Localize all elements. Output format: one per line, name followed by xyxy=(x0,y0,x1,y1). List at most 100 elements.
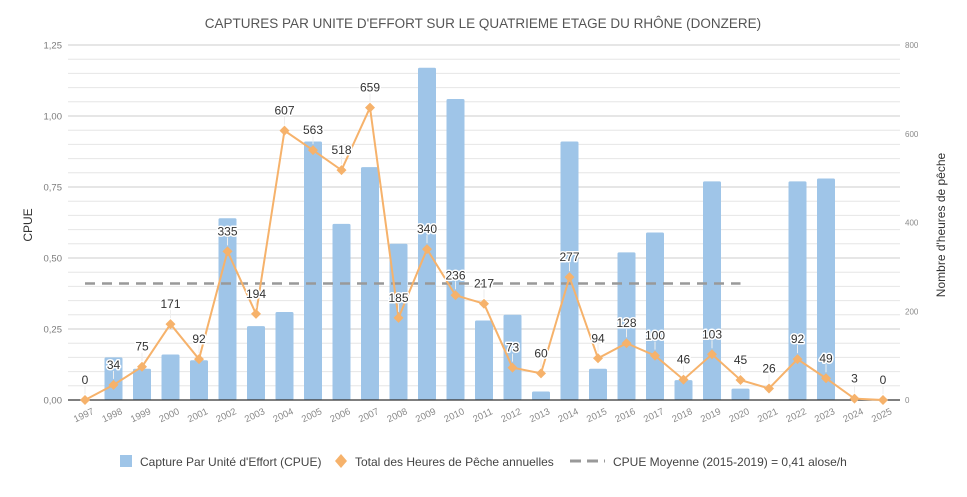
x-tick-label: 2001 xyxy=(186,406,210,425)
hours-data-label: 659 xyxy=(360,81,380,95)
x-tick-label: 2012 xyxy=(500,406,524,425)
legend-label-cpue: Capture Par Unité d'Effort (CPUE) xyxy=(140,455,321,469)
y-axis-title: CPUE xyxy=(21,208,35,241)
hours-marker xyxy=(878,395,888,405)
cpue-bar xyxy=(218,218,237,400)
data-labels: 0 34 75 171 92 335 194 607 563 518 659 185 340 236 217… xyxy=(80,79,888,394)
x-tick-label: 2024 xyxy=(842,406,866,425)
x-tick-label: 2010 xyxy=(443,406,467,425)
chart-title: CAPTURES PAR UNITE D'EFFORT SUR LE QUATR… xyxy=(205,16,761,31)
x-tick-label: 2011 xyxy=(471,406,494,425)
y2-tick-label: 600 xyxy=(905,130,919,139)
hours-marker xyxy=(393,312,404,323)
hours-marker xyxy=(707,349,717,360)
y2-tick-label: 0 xyxy=(905,396,910,405)
hours-marker xyxy=(450,290,461,301)
x-tick-label: 2020 xyxy=(728,406,752,425)
x-tick-label: 1998 xyxy=(101,406,125,425)
hours-data-label: 75 xyxy=(135,340,149,354)
hours-data-label: 94 xyxy=(591,331,605,345)
hours-line xyxy=(80,102,888,405)
x-tick-label: 2000 xyxy=(158,406,182,425)
hours-data-label: 92 xyxy=(791,332,805,346)
hours-data-label: 34 xyxy=(107,358,121,372)
x-tick-label: 2025 xyxy=(870,406,894,425)
y-tick-label: 0,75 xyxy=(44,183,63,194)
y2-tick-label: 400 xyxy=(905,219,919,228)
y-tick-label: 0,50 xyxy=(44,254,63,265)
x-tick-label: 2005 xyxy=(300,406,324,425)
y2-tick-label: 800 xyxy=(905,41,919,50)
x-tick-label: 2015 xyxy=(585,406,609,425)
hours-marker xyxy=(422,244,432,255)
hours-marker xyxy=(365,102,375,113)
hours-data-label: 26 xyxy=(762,361,776,375)
cpue-bar xyxy=(275,311,294,400)
y-tick-label: 0,25 xyxy=(44,325,63,336)
cpue-bar xyxy=(589,368,607,400)
cpue-bar xyxy=(418,67,436,400)
legend-item-average[interactable]: CPUE Moyenne (2015-2019) = 0,41 alose/h xyxy=(570,455,847,469)
legend-item-hours[interactable]: Total des Heures de Pêche annuelles xyxy=(335,454,554,469)
legend-item-cpue[interactable]: Capture Par Unité d'Effort (CPUE) xyxy=(120,455,321,469)
legend-label-average: CPUE Moyenne (2015-2019) = 0,41 alose/h xyxy=(613,455,847,469)
legend-label-hours: Total des Heures de Pêche annuelles xyxy=(355,455,554,469)
hours-marker xyxy=(80,395,90,405)
y-tick-label: 0,00 xyxy=(44,396,63,407)
hours-marker xyxy=(849,393,860,404)
hours-data-label: 46 xyxy=(677,353,691,367)
x-tick-label: 2013 xyxy=(528,406,552,425)
cpue-bar xyxy=(617,252,636,400)
hours-data-label: 0 xyxy=(880,373,887,387)
hours-marker xyxy=(507,362,518,373)
cpue-bar xyxy=(247,326,265,400)
x-tick-label: 2019 xyxy=(699,406,723,425)
y2-axis-title: Nombre d'heures de pêche xyxy=(934,152,948,297)
hours-data-label: 3 xyxy=(851,372,858,386)
hours-data-label: 194 xyxy=(246,287,266,301)
hours-data-label: 340 xyxy=(417,222,437,236)
x-tick-label: 2018 xyxy=(671,406,695,425)
x-tick-label: 2023 xyxy=(813,406,837,425)
hours-marker xyxy=(479,298,489,309)
hours-data-label: 100 xyxy=(645,329,665,343)
hours-data-label: 0 xyxy=(82,373,89,387)
cpue-bar xyxy=(532,391,550,400)
y-tick-label: 1,25 xyxy=(44,41,63,52)
hours-data-label: 607 xyxy=(274,104,294,118)
hours-data-label: 60 xyxy=(534,346,548,360)
x-tick-label: 2022 xyxy=(785,406,809,425)
cpue-bar xyxy=(133,368,151,400)
legend-diamond-icon xyxy=(335,454,347,468)
hours-data-label: 217 xyxy=(474,277,494,291)
x-tick-label: 2007 xyxy=(357,406,381,425)
hours-marker xyxy=(279,125,290,136)
hours-marker xyxy=(821,373,831,384)
hours-data-label: 45 xyxy=(734,353,748,367)
hours-marker xyxy=(222,246,233,257)
hours-marker xyxy=(137,361,147,372)
hours-marker xyxy=(165,319,176,330)
hours-data-label: 236 xyxy=(445,268,465,282)
cpue-bar xyxy=(446,98,465,401)
hours-data-label: 335 xyxy=(217,224,237,238)
cpue-bar xyxy=(817,178,835,400)
x-tick-label: 2006 xyxy=(329,406,353,425)
hours-data-label: 73 xyxy=(506,341,520,355)
hours-marker xyxy=(564,272,575,283)
x-tick-label: 2021 xyxy=(756,406,780,425)
cpue-bar xyxy=(304,141,322,400)
hours-data-label: 185 xyxy=(388,291,408,305)
cpue-bar xyxy=(788,181,807,400)
cpue-bar xyxy=(731,388,750,400)
cpue-bar xyxy=(646,232,664,400)
legend-swatch-bar xyxy=(120,455,132,467)
x-tick-label: 2004 xyxy=(272,406,296,425)
hours-marker xyxy=(678,374,689,385)
hours-marker xyxy=(735,375,746,386)
hours-data-label: 518 xyxy=(331,143,351,157)
cpue-bar xyxy=(475,320,493,400)
x-tick-label: 2009 xyxy=(414,406,438,425)
x-tick-label: 2003 xyxy=(243,406,267,425)
